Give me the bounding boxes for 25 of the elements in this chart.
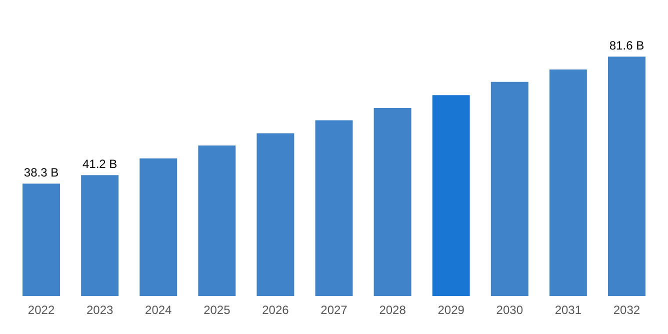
x-tick-label: 2029 [438,303,465,317]
x-tick-label: 2023 [86,303,114,317]
x-tick-label: 2025 [204,303,231,317]
bar [490,82,528,296]
data-label: 38.3 B [24,166,59,180]
bar [374,108,412,296]
x-tick-label: 2031 [554,303,582,317]
x-tick-label: 2028 [379,303,406,317]
bar [608,56,646,296]
x-tick-label: 2024 [145,303,172,317]
data-label: 41.2 B [82,157,118,172]
bar [549,70,587,296]
bar [315,120,353,296]
data-label: 81.6 B [609,38,644,53]
bar [256,133,294,296]
x-tick-label: 2027 [320,303,348,317]
x-tick-label: 2026 [262,303,290,317]
x-tick-label: 2022 [28,303,55,317]
bar [432,95,470,296]
x-tick-label: 2030 [496,303,524,317]
bar [198,146,236,296]
bar [81,175,119,296]
bar [140,158,178,296]
x-tick-label: 2032 [613,303,640,317]
bar [22,184,60,296]
